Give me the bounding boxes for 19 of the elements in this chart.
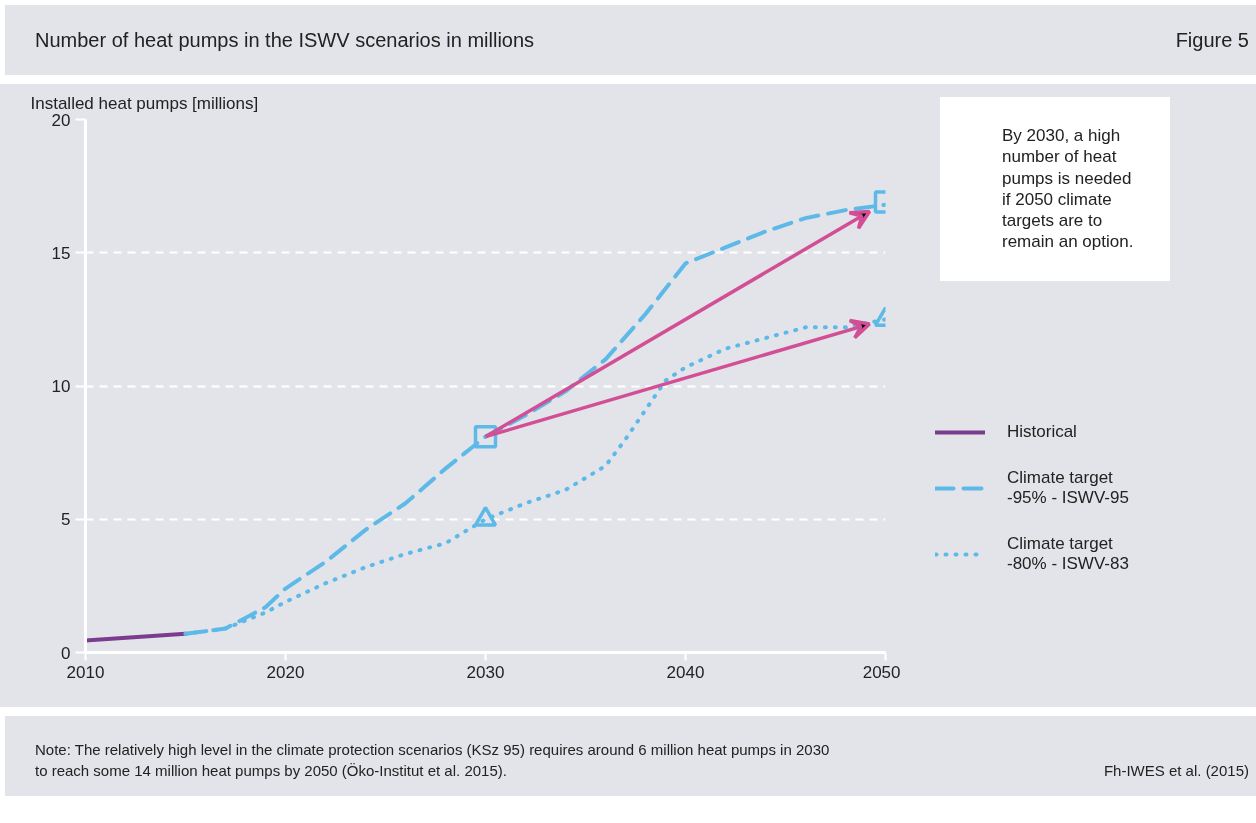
- x-tick-label: 2030: [466, 662, 505, 682]
- legend-label: Climate target -80% - ISWV-83: [1007, 534, 1129, 574]
- y-tick-label: 5: [61, 510, 71, 530]
- legend-label: Historical: [1007, 422, 1077, 442]
- x-tick-label: 2040: [666, 662, 705, 682]
- y-tick-label: 0: [61, 643, 71, 663]
- caption: Figure 5: [1175, 27, 1249, 53]
- text: Fh-IWES et al. (2015): [1103, 761, 1249, 782]
- legend-label: Climate target -95% - ISWV-95: [1007, 468, 1129, 508]
- y-axis-title: Installed heat pumps [millions]: [30, 93, 259, 113]
- text: Note: The relatively high level in the climate protection scenarios (KSz 95) requires around 6 million heat pumps in 2030 to reach some 14 million heat pumps by 2050 (Öko-Institut et al. 2015).: [35, 739, 831, 782]
- x-tick-label: 2020: [266, 662, 305, 682]
- text: By 2030, a high number of heat pumps is needed if 2050 climate targets are to remain an option.: [940, 97, 1170, 281]
- y-tick-label: 15: [51, 243, 71, 263]
- x-tick-label: 2050: [862, 662, 901, 682]
- x-tick-label: 2010: [66, 662, 105, 682]
- chart-title: Number of heat pumps in the ISWV scenarios in millions: [35, 27, 535, 53]
- y-tick-label: 20: [51, 110, 71, 130]
- y-tick-label: 10: [51, 377, 71, 396]
